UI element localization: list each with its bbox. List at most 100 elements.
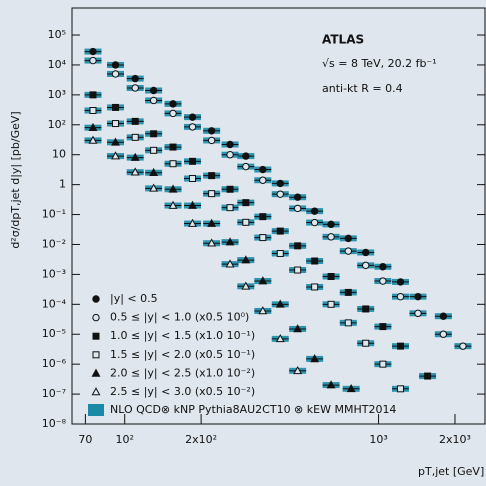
data-point	[111, 151, 120, 160]
data-point	[259, 213, 267, 221]
data-point	[379, 323, 387, 331]
data-point	[111, 137, 120, 146]
data-point	[293, 193, 302, 201]
data-point	[379, 360, 387, 368]
data-point	[207, 238, 217, 247]
data-point	[346, 383, 356, 393]
y-tick-label: 10⁻⁸	[42, 417, 67, 430]
data-point	[258, 306, 268, 315]
data-point	[326, 380, 336, 389]
y-tick-label: 10⁵	[48, 28, 66, 41]
data-point	[131, 84, 139, 92]
data-point	[276, 179, 284, 188]
data-point	[225, 237, 235, 246]
legend-marker	[92, 351, 100, 359]
data-point	[396, 278, 405, 286]
data-point	[112, 103, 120, 111]
data-point	[439, 330, 448, 338]
data-point	[258, 276, 268, 285]
data-point	[459, 342, 467, 350]
data-point	[379, 277, 387, 285]
data-point	[226, 140, 234, 149]
data-point	[396, 292, 405, 301]
data-point	[111, 61, 120, 69]
data-point	[276, 249, 284, 257]
data-point	[169, 160, 177, 168]
data-point	[439, 312, 448, 320]
data-point	[226, 204, 234, 212]
legend-marker	[92, 295, 100, 303]
legend-label: |y| < 0.5	[110, 292, 158, 305]
data-point	[414, 292, 422, 301]
data-point	[259, 234, 267, 242]
data-point	[89, 107, 97, 115]
data-point	[344, 288, 352, 296]
data-point	[362, 339, 370, 347]
legend-label: 0.5 ≤ |y| < 1.0 (x0.5 10⁰)	[110, 311, 249, 324]
data-point	[89, 47, 97, 56]
data-point	[293, 324, 303, 333]
data-point	[424, 372, 432, 380]
y-tick-label: 10⁴	[48, 58, 67, 71]
data-point	[294, 266, 302, 274]
data-point	[344, 319, 352, 327]
data-point	[276, 190, 284, 198]
legend-label: 2.0 ≤ |y| < 2.5 (x1.0 10⁻²)	[110, 366, 255, 379]
legend-label: 2.5 ≤ |y| < 3.0 (x0.5 10⁻²)	[110, 385, 255, 398]
data-point	[293, 204, 302, 213]
data-point	[168, 200, 178, 209]
energy-label: √s = 8 TeV, 20.2 fb⁻¹	[322, 57, 437, 70]
data-point	[130, 167, 140, 176]
data-point	[188, 218, 197, 227]
data-point	[310, 354, 320, 363]
data-point	[188, 113, 197, 121]
y-tick-label: 10⁻⁶	[42, 357, 67, 370]
y-tick-label: 10⁻³	[42, 267, 66, 280]
legend-band-swatch	[88, 404, 104, 416]
data-point	[149, 183, 159, 192]
data-point	[327, 233, 335, 241]
legend-marker	[92, 332, 100, 340]
data-point	[149, 96, 158, 105]
legend-marker	[91, 368, 101, 377]
data-point	[207, 218, 217, 227]
data-point	[311, 257, 319, 265]
data-point	[275, 299, 285, 308]
algorithm-label: anti-kt R = 0.4	[322, 82, 403, 95]
legend-marker	[92, 313, 100, 322]
data-point	[149, 167, 159, 177]
data-point	[242, 152, 250, 160]
x-tick-label: 10²	[115, 433, 133, 446]
data-point	[188, 123, 197, 131]
legend-label: NLO QCD⊗ kNP Pythia8AU2CT10 ⊗ kEW MMHT20…	[110, 403, 396, 416]
data-point	[207, 127, 216, 135]
data-point	[311, 283, 319, 291]
data-point	[259, 176, 267, 184]
data-point	[293, 365, 303, 375]
data-point	[189, 175, 197, 183]
data-point	[396, 385, 404, 393]
data-point	[327, 220, 335, 229]
y-tick-label: 10⁻²	[42, 237, 66, 250]
data-point	[344, 247, 353, 255]
data-point	[168, 184, 178, 193]
data-point	[150, 130, 158, 138]
legend-label: 1.0 ≤ |y| < 1.5 (x1.0 10⁻¹)	[110, 329, 255, 342]
data-point	[294, 242, 302, 250]
data-point	[226, 185, 234, 193]
y-tick-label: 1	[59, 178, 66, 191]
data-point	[169, 143, 177, 151]
experiment-label: ATLAS	[322, 33, 364, 47]
data-point	[344, 234, 353, 243]
y-tick-label: 10⁻⁴	[42, 297, 67, 310]
data-point	[225, 259, 235, 268]
y-tick-label: 10⁻⁷	[42, 387, 66, 400]
data-point	[396, 342, 404, 350]
data-point	[188, 200, 197, 209]
data-point	[189, 157, 197, 165]
data-point	[310, 207, 319, 215]
data-point	[89, 91, 97, 99]
data-point	[242, 162, 250, 171]
y-tick-label: 10³	[48, 88, 66, 101]
data-point	[89, 56, 97, 65]
